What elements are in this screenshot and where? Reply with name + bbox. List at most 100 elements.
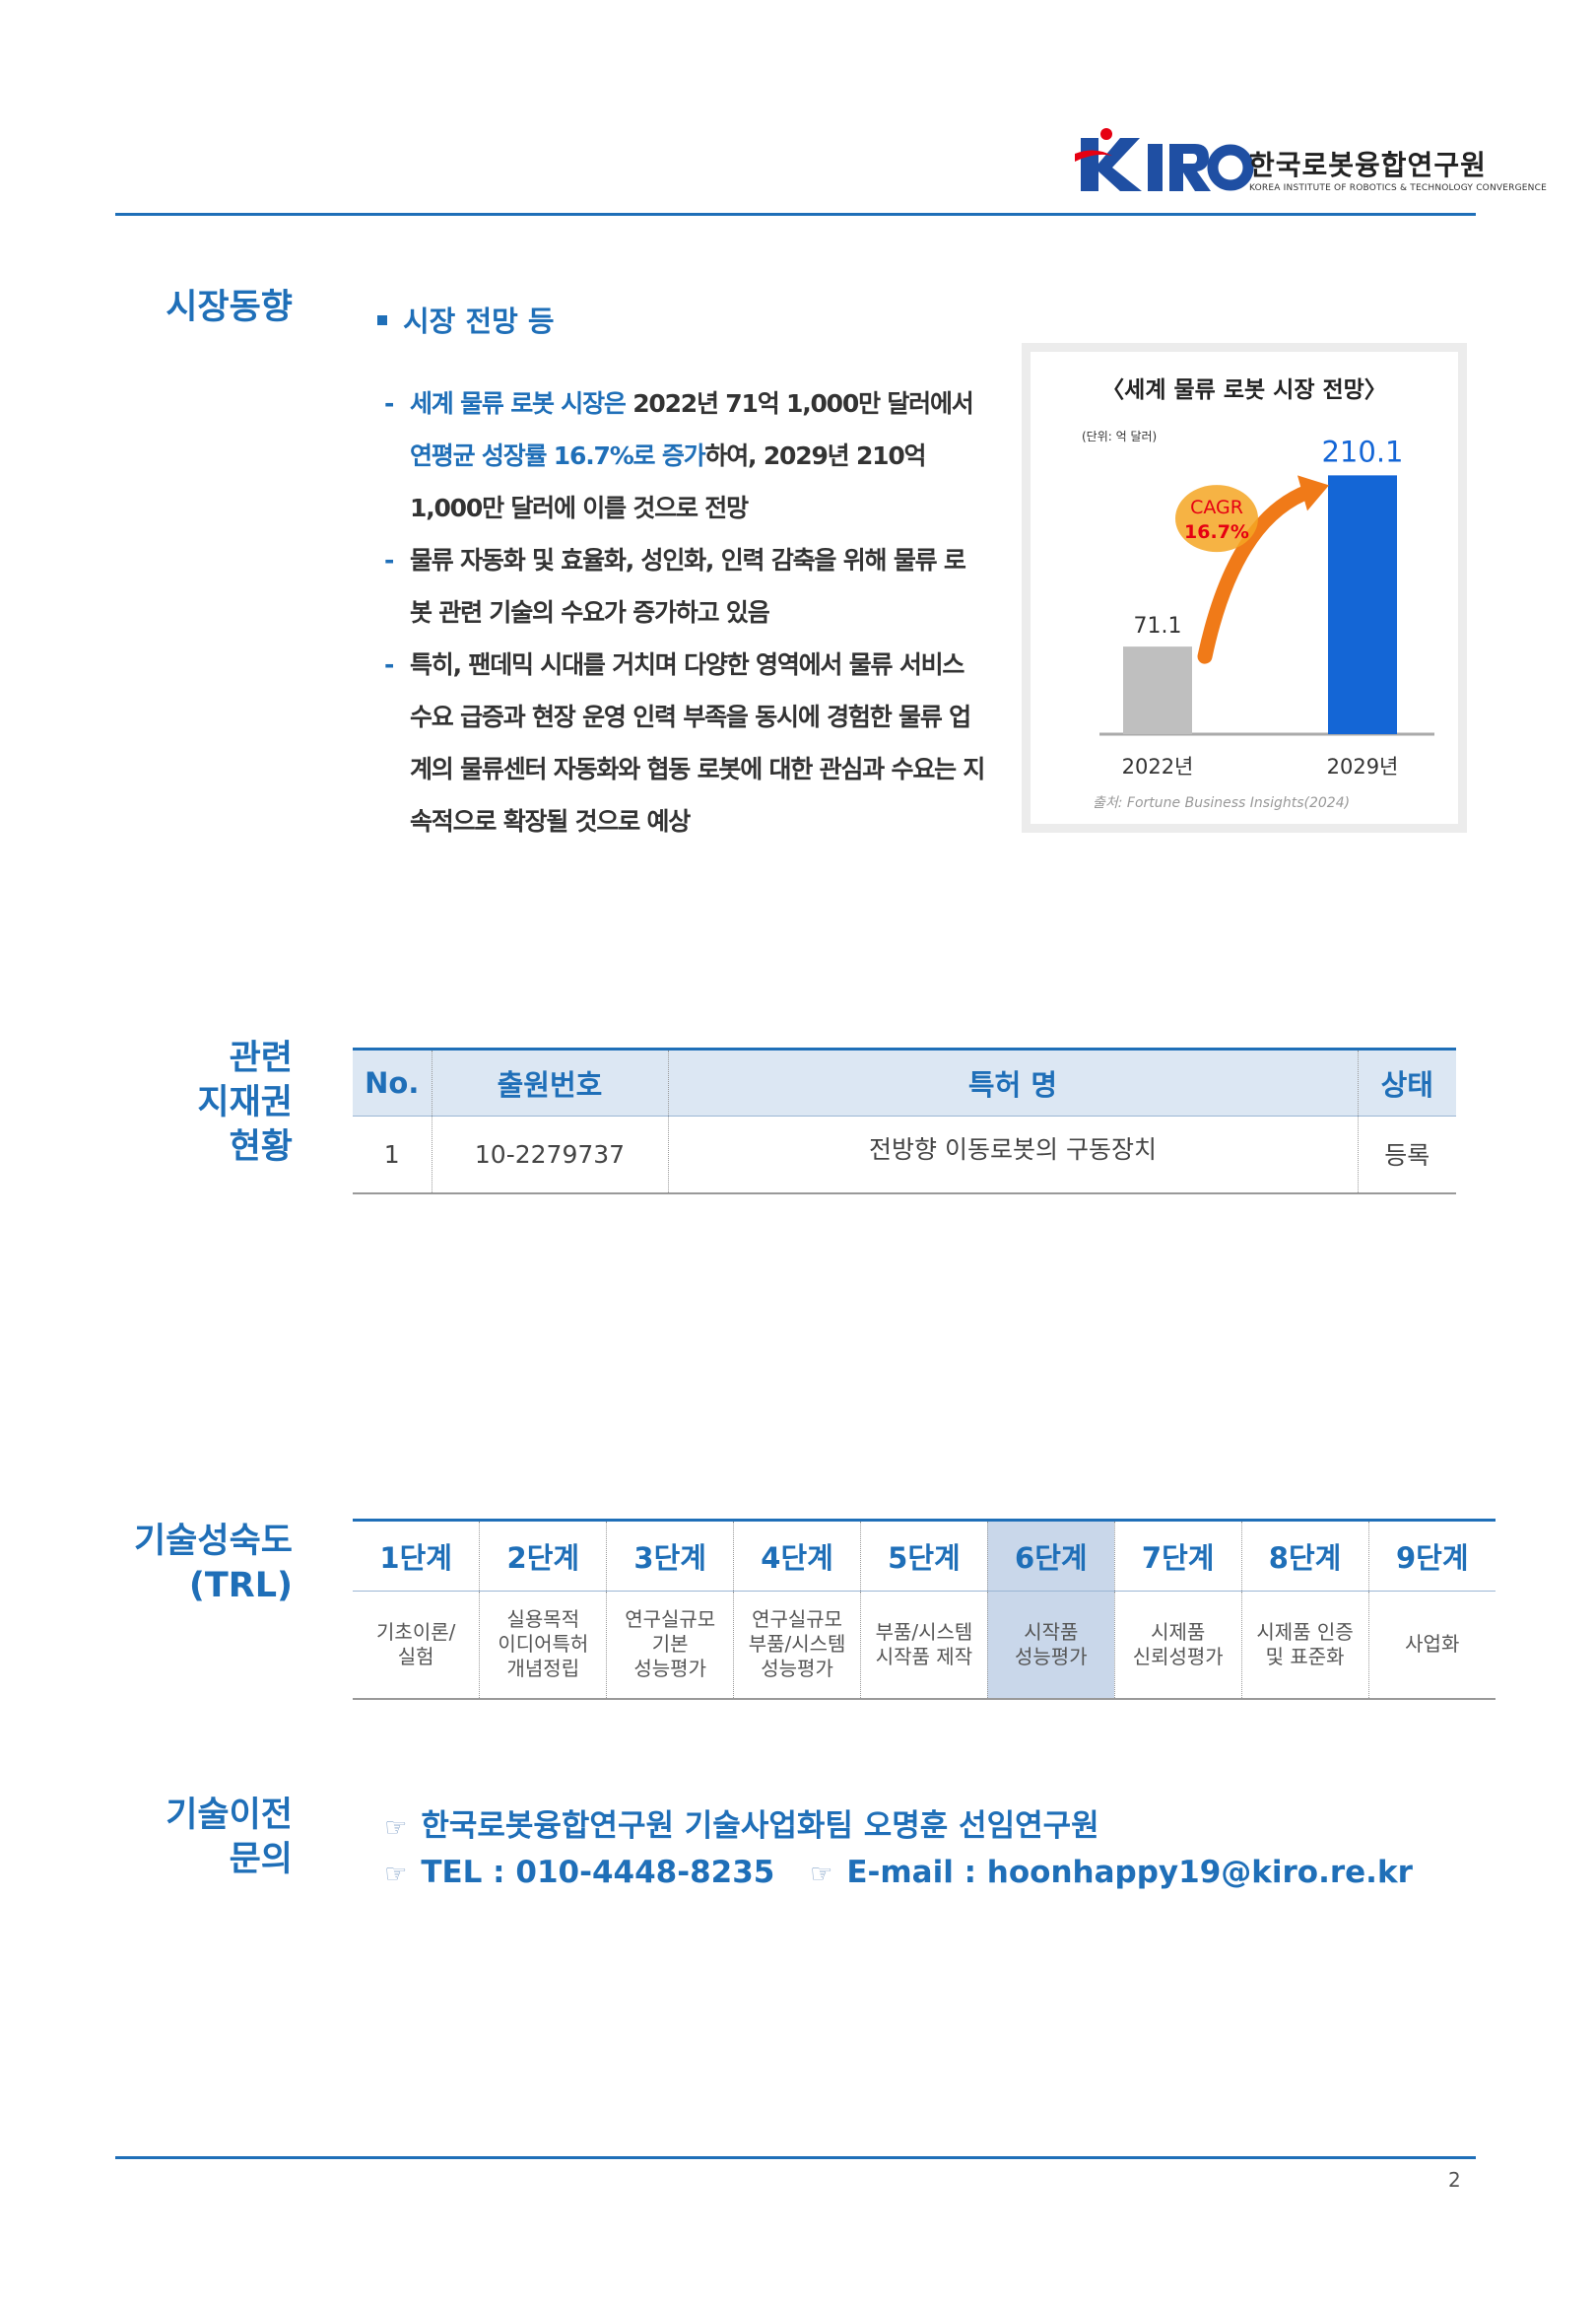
patent-col-no: No. [353,1048,432,1117]
trl-desc-line: 개념정립 [506,1657,580,1681]
trl-desc-line: 연구실규모 [752,1607,843,1632]
market-item: - 세계 물류 로봇 시장은 2022년 71억 1,000만 달러에서 연평균 … [384,377,985,534]
market-item: - 특히, 팬데믹 시대를 거치며 다양한 영역에서 물류 서비스 수요 급증과 … [384,639,985,848]
chart-cagr-value: 16.7% [1184,521,1249,543]
dash-bullet: - [384,546,394,575]
trl-stage-description: 시제품 신뢰성평가 [1113,1591,1242,1700]
chart-title: 〈세계 물류 로봇 시장 전망〉 [1101,377,1387,403]
trl-stage-description: 기초이론/실험 [353,1591,480,1700]
square-bullet-icon [377,315,387,325]
contact-label-line: 기술이전 [166,1796,293,1835]
contact-tel[interactable]: TEL : 010-4448-8235 [421,1855,775,1890]
chart-growth-arrow [1197,483,1317,664]
kiro-logo-o [1207,144,1254,191]
trl-desc-line: 및 표준화 [1265,1644,1345,1668]
contact-phone-row: ☞ TEL : 010-4448-8235 ☞ E-mail : hoonhappy… [384,1850,1413,1896]
trl-section-label: 기술성숙도 (TRL) [115,1520,293,1608]
market-description: - 세계 물류 로봇 시장은 2022년 71억 1,000만 달러에서 연평균 … [384,377,985,848]
trl-desc-line: 기본 [651,1632,689,1657]
trl-desc-line: 부품/시스템 [748,1632,846,1657]
trl-desc-line: 이디어특허 [498,1632,589,1657]
patent-label-line: 관련 [229,1039,293,1078]
trl-stage-header: 9단계 [1367,1519,1496,1592]
market-heading-text: 시장 전망 등 [403,305,555,338]
table-row: 1 10-2279737 전방향 이동로봇의 구동장치 등록 [353,1116,1456,1194]
trl-desc-line: 성능평가 [633,1657,706,1681]
patent-no-cell: 1 [353,1116,432,1194]
patent-col-application: 출원번호 [431,1048,668,1117]
trl-stage-description: 시작품 성능평가 [986,1591,1115,1700]
patent-col-status: 상태 [1357,1048,1456,1117]
market-chart-svg: 〈세계 물류 로봇 시장 전망〉 (단위: 억 달러) 71.1 2022년 210.1… [1082,377,1434,811]
org-subtitle: KOREA INSTITUTE OF ROBOTICS & TECHNOLOGY… [1249,183,1547,193]
trl-stage-header: 3단계 [606,1519,734,1592]
trl-stage-header: 7단계 [1113,1519,1242,1592]
trl-table: 1단계 2단계 3단계 4단계 5단계 6단계 7단계 8단계 9단계 기초이론/실험 실용목적 이… [353,1519,1496,1700]
trl-desc-line: 시작품 제작 [875,1644,973,1668]
trl-desc-line: 시제품 인증 [1256,1619,1354,1644]
trl-stage-header: 8단계 [1240,1519,1368,1592]
contact-email[interactable]: E-mail : hoonhappy19@kiro.re.kr [846,1855,1413,1890]
trl-stage-description: 사업화 [1367,1591,1496,1700]
contact-label-line: 문의 [229,1840,293,1879]
trl-label-line: 기술성숙도 [133,1522,293,1561]
trl-desc-line: 사업화 [1405,1632,1460,1657]
trl-stage-description: 시제품 인증 및 표준화 [1240,1591,1368,1700]
trl-stage-description: 연구실규모 기본 성능평가 [606,1591,734,1700]
trl-desc-line: 시작품 [1024,1619,1079,1644]
patent-label-line: 지재권 [197,1083,293,1122]
market-text-segment: 물류 자동화 및 효율화, 성인화, 인력 감축을 위해 물류 로봇 관련 기술… [410,546,966,627]
market-item: - 물류 자동화 및 효율화, 성인화, 인력 감축을 위해 물류 로봇 관련 기… [384,534,985,639]
market-text-segment: 2022년 71억 1,000만 달러에서 [625,389,974,418]
contact-info: ☞ 한국로봇융합연구원 기술사업화팀 오명훈 선임연구원 ☞ TEL : 010-4… [384,1803,1413,1896]
patent-name-cell: 전방향 이동로봇의 구동장치 [667,1116,1358,1194]
trl-desc-line: 부품/시스템 [875,1619,973,1644]
trl-desc-line: 실험 [397,1644,434,1668]
patent-status-cell: 등록 [1357,1116,1456,1194]
market-chart: 〈세계 물류 로봇 시장 전망〉 (단위: 억 달러) 71.1 2022년 210.1… [1022,343,1467,833]
trl-desc-line: 연구실규모 [625,1607,716,1632]
contact-email-group: ☞ E-mail : hoonhappy19@kiro.re.kr [810,1850,1413,1898]
trl-desc-line: 성능평가 [761,1657,833,1681]
trl-desc-line: 시제품 [1151,1619,1206,1644]
patent-application-cell: 10-2279737 [431,1116,668,1194]
patent-header-row: No. 출원번호 특허 명 상태 [353,1048,1456,1117]
trl-label-line: (TRL) [188,1566,293,1605]
patent-section-label: 관련 지재권 현황 [115,1037,293,1170]
pointing-hand-icon: ☞ [810,1860,833,1889]
trl-desc-line: 신뢰성평가 [1132,1644,1224,1668]
trl-stage-header: 5단계 [860,1519,988,1592]
patent-label-line: 현황 [229,1127,293,1167]
trl-stage-description: 연구실규모 부품/시스템 성능평가 [733,1591,861,1700]
contact-section-label: 기술이전 문의 [115,1794,293,1882]
chart-value-label: 71.1 [1134,614,1182,639]
dash-bullet: - [384,389,394,418]
contact-name: 한국로봇융합연구원 기술사업화팀 오명훈 선임연구원 [421,1808,1099,1844]
chart-category-label: 2029년 [1327,755,1399,779]
trl-desc-row: 기초이론/실험 실용목적 이디어특허 개념정립 연구실규모 기본 성능평가 연구실규모 부품/시… [353,1591,1496,1700]
trl-desc-line: 성능평가 [1015,1644,1088,1668]
page-number: 2 [1448,2168,1461,2192]
pointing-hand-icon: ☞ [384,1813,408,1843]
chart-arrow-head [1297,475,1329,511]
market-highlight-text: 연평균 성장률 16.7%로 증가 [410,441,706,470]
chart-category-label: 2022년 [1122,755,1194,779]
contact-name-row: ☞ 한국로봇융합연구원 기술사업화팀 오명훈 선임연구원 [384,1803,1099,1850]
market-section-label: 시장동향 [166,288,293,327]
dash-bullet: - [384,650,394,679]
chart-cagr-label: CAGR [1190,497,1243,518]
patent-table: No. 출원번호 특허 명 상태 1 10-2279737 전방향 이동로봇의 … [353,1048,1456,1194]
chart-source: 출처: Fortune Business Insights(2024) [1093,795,1350,811]
market-heading: 시장 전망 등 [377,299,555,340]
header-divider [115,213,1476,216]
market-text-segment: 하여, 2029년 210억 1,000만 달러에 이를 것으로 전망 [410,441,927,522]
trl-desc-line: 실용목적 [506,1607,580,1632]
market-text-segment: 특히, 팬데믹 시대를 거치며 다양한 영역에서 물류 서비스 수요 급증과 현… [410,650,985,836]
chart-unit-note: (단위: 억 달러) [1082,430,1157,443]
footer-divider [115,2156,1476,2159]
market-highlight-text: 세계 물류 로봇 시장은 [410,389,627,418]
trl-stage-description: 실용목적 이디어특허 개념정립 [479,1591,607,1700]
trl-stage-header: 1단계 [353,1519,480,1592]
org-name: 한국로봇융합연구원 [1249,149,1487,181]
trl-stage-header: 2단계 [479,1519,607,1592]
